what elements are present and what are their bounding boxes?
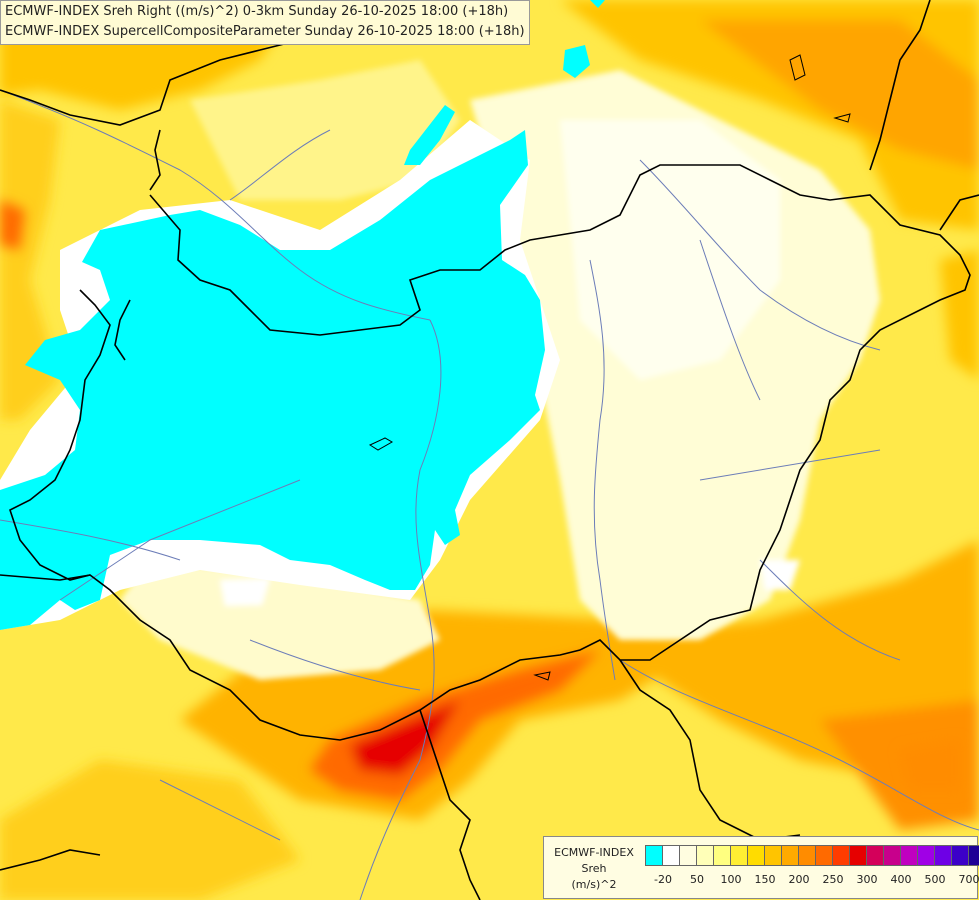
legend-swatch: [935, 845, 952, 866]
lakes: [368, 54, 851, 681]
legend-swatch: [645, 845, 663, 866]
map-title-box: ECMWF-INDEX Sreh Right ((m/s)^2) 0-3km S…: [0, 0, 530, 45]
legend-swatch: [680, 845, 697, 866]
legend-parameter: Sreh: [581, 862, 607, 875]
title-line-2: ECMWF-INDEX SupercellCompositeParameter …: [5, 24, 525, 39]
legend-swatch: [867, 845, 884, 866]
color-legend: ECMWF-INDEX Sreh (m/s)^2 -20 50 100 150 200 2…: [543, 836, 979, 899]
legend-color-bar: [645, 845, 979, 866]
legend-swatch: [850, 845, 867, 866]
legend-model: ECMWF-INDEX: [554, 846, 634, 859]
legend-swatch: [748, 845, 765, 866]
legend-swatch: [969, 845, 979, 866]
legend-swatch: [697, 845, 714, 866]
legend-tick-label: 150: [754, 873, 776, 886]
legend-tick-label: 50: [690, 873, 704, 886]
legend-swatch: [952, 845, 969, 866]
legend-tick-label: 500: [924, 873, 946, 886]
legend-ticks: -20 50 100 150 200 250 300 400 500 700: [645, 873, 979, 889]
legend-swatch: [714, 845, 731, 866]
title-line-1: ECMWF-INDEX Sreh Right ((m/s)^2) 0-3km S…: [5, 4, 509, 19]
legend-swatch: [918, 845, 935, 866]
legend-swatch: [663, 845, 680, 866]
rivers: [0, 89, 979, 900]
legend-swatch: [731, 845, 748, 866]
legend-tick-label: 250: [822, 873, 844, 886]
legend-tick-label: 400: [890, 873, 912, 886]
legend-swatch: [884, 845, 901, 866]
legend-swatch: [833, 845, 850, 866]
legend-swatch: [901, 845, 918, 866]
legend-swatch: [799, 845, 816, 866]
legend-tick-label: 700: [958, 873, 979, 886]
legend-tick-label: 100: [720, 873, 742, 886]
legend-unit: (m/s)^2: [571, 878, 617, 891]
legend-swatch: [816, 845, 833, 866]
legend-tick-label: 300: [856, 873, 878, 886]
shade-red: [0, 200, 960, 800]
legend-tick-label: 200: [788, 873, 810, 886]
legend-swatch: [765, 845, 782, 866]
legend-title: ECMWF-INDEX Sreh (m/s)^2: [548, 845, 640, 893]
legend-swatch: [782, 845, 799, 866]
shade-cyan: [0, 0, 605, 630]
legend-tick-label: -20: [654, 873, 672, 886]
